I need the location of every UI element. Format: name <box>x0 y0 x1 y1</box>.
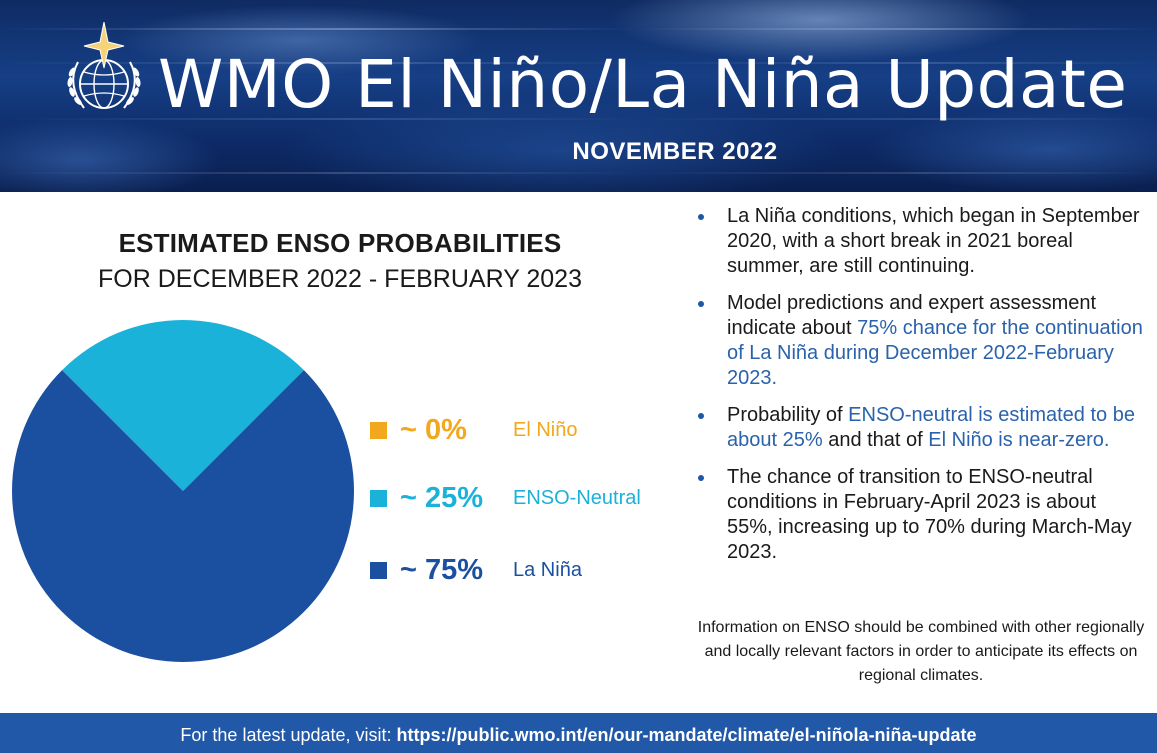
legend-swatch <box>370 490 387 507</box>
update-link[interactable]: https://public.wmo.int/en/our-mandate/cl… <box>396 725 977 745</box>
legend-label: La Niña <box>513 559 582 581</box>
bullet-text: The chance of transition to ENSO-neutral… <box>727 466 1132 563</box>
bullet-highlight-text: 75% chance for the continuation of La Ni… <box>727 317 1143 389</box>
legend-value: ~ 0% <box>400 414 467 446</box>
bullet-item: The chance of transition to ENSO-neutral… <box>696 465 1146 565</box>
bullet-dot-icon <box>698 301 704 307</box>
bullet-text: Probability of <box>727 404 849 426</box>
enso-pie-chart <box>11 320 354 662</box>
page-title: WMO El Niño/La Niña Update <box>158 46 1128 123</box>
pie-slice-la-ni-a <box>11 370 354 662</box>
bullet-dot-icon <box>698 413 704 419</box>
bullet-item: Probability of ENSO-neutral is estimated… <box>696 403 1146 453</box>
wmo-emblem-icon <box>67 22 141 109</box>
bullet-text: and that of <box>822 429 929 451</box>
legend-value: ~ 75% <box>400 554 484 586</box>
bullet-highlight-text: ENSO-neutral is estimated to be about 25… <box>727 404 1135 451</box>
update-date: NOVEMBER 2022 <box>572 138 778 165</box>
chart-title: ESTIMATED ENSO PROBABILITIES <box>118 228 562 258</box>
bullet-item: La Niña conditions, which began in Septe… <box>696 204 1146 279</box>
bullet-dot-icon <box>698 214 704 220</box>
key-messages-list: La Niña conditions, which began in Septe… <box>696 204 1146 577</box>
bullet-text: Model predictions and expert assessment … <box>727 292 1097 339</box>
legend-value: ~ 25% <box>400 482 484 514</box>
legend-swatch <box>370 422 387 439</box>
legend-item-la-ni-a: ~ 75% La Niña <box>368 550 688 590</box>
footer-bar: For the latest update, visit: https://pu… <box>0 713 1157 753</box>
bullet-text: La Niña conditions, which began in Septe… <box>727 205 1140 277</box>
legend-swatch <box>370 562 387 579</box>
footer-prefix: For the latest update, visit: <box>180 725 397 745</box>
legend-label: El Niño <box>513 419 578 441</box>
enso-advisory-note: Information on ENSO should be combined w… <box>697 619 1145 684</box>
chart-subtitle: FOR DECEMBER 2022 - FEBRUARY 2023 <box>98 265 582 293</box>
legend-item-enso-neutral: ~ 25% ENSO-Neutral <box>368 478 688 518</box>
bullet-dot-icon <box>698 475 704 481</box>
bullet-highlight-text: El Niño is near-zero. <box>928 429 1110 451</box>
chart-legend: ~ 0% El Niño ~ 25% ENSO-Neutral ~ 75% La Niña <box>368 410 688 590</box>
legend-label: ENSO-Neutral <box>513 487 641 509</box>
bullet-item: Model predictions and expert assessment … <box>696 291 1146 391</box>
legend-item-el-ni-o: ~ 0% El Niño <box>368 410 688 450</box>
header-banner: WMO El Niño/La Niña Update NOVEMBER 2022 <box>0 0 1157 192</box>
pie-slice-enso-neutral <box>62 320 304 491</box>
